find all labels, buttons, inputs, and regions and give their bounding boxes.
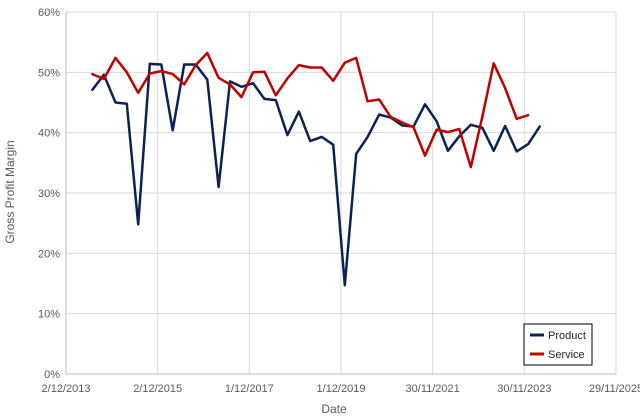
- y-tick-label: 10%: [38, 309, 60, 321]
- y-tick-label: 30%: [38, 188, 60, 200]
- legend-label-product: Product: [548, 330, 586, 342]
- legend: Product Service: [523, 323, 593, 366]
- x-tick-label: 30/11/2023: [497, 383, 551, 395]
- x-tick-label: 1/12/2017: [225, 383, 274, 395]
- legend-label-service: Service: [548, 349, 585, 361]
- x-tick-label: 2/12/2013: [42, 383, 91, 395]
- y-tick-label: 40%: [38, 128, 60, 140]
- x-tick-label: 30/11/2021: [406, 383, 460, 395]
- series-line-product: [91, 62, 541, 287]
- x-tick-labels: 2/12/2013 2/12/2015 1/12/2017 1/12/2019 30/1…: [42, 383, 640, 395]
- y-tick-label: 60%: [38, 7, 60, 19]
- x-tick-label: 1/12/2019: [317, 383, 366, 395]
- legend-box: [523, 323, 593, 366]
- axes: [65, 12, 616, 375]
- series-line-service: [91, 51, 530, 169]
- series-lines: [91, 51, 541, 287]
- y-tick-label: 50%: [38, 67, 60, 79]
- x-tick-label: 29/11/2025: [589, 383, 640, 395]
- y-axis-title: Gross Profit Margin: [3, 140, 17, 243]
- y-tick-labels: 0% 10% 20% 30% 40% 50% 60%: [38, 7, 60, 381]
- x-axis-title: Date: [321, 402, 347, 416]
- y-tick-label: 20%: [38, 248, 60, 260]
- x-tick-label: 2/12/2015: [133, 383, 182, 395]
- y-tick-label: 0%: [44, 369, 60, 381]
- grid-lines: [66, 11, 617, 374]
